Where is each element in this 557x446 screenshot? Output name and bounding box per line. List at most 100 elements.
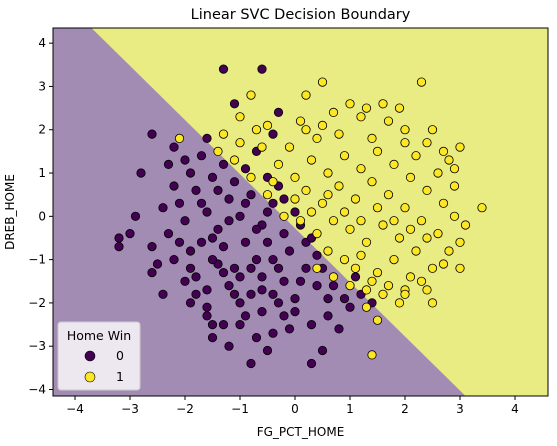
point-class-0 (317, 345, 328, 356)
point-class-0 (163, 159, 174, 169)
point-class-1 (372, 146, 383, 156)
point-class-0 (202, 133, 212, 143)
point-class-1 (433, 168, 443, 178)
point-class-1 (246, 90, 256, 100)
point-class-1 (444, 155, 454, 165)
x-tick-label: 1 (346, 402, 354, 416)
point-class-0 (306, 358, 317, 369)
point-class-0 (240, 311, 251, 321)
point-class-0 (240, 164, 251, 174)
point-class-1 (477, 203, 487, 213)
point-class-1 (312, 263, 322, 273)
point-class-1 (449, 164, 460, 174)
point-class-0 (246, 190, 256, 200)
point-class-1 (394, 298, 405, 308)
point-class-1 (334, 181, 344, 191)
point-class-1 (400, 203, 410, 213)
point-class-1 (367, 350, 377, 360)
point-class-0 (147, 267, 157, 278)
point-class-0 (158, 203, 168, 213)
x-tick-label: −4 (66, 402, 84, 416)
region-class-0 (53, 28, 466, 396)
point-class-0 (196, 151, 207, 161)
x-tick-label: 3 (456, 402, 464, 416)
point-class-0 (257, 272, 267, 282)
point-class-0 (240, 237, 251, 247)
point-class-1 (345, 224, 355, 234)
point-class-0 (207, 319, 218, 330)
point-class-1 (328, 272, 339, 282)
point-class-1 (394, 103, 405, 113)
point-class-0 (218, 267, 229, 278)
legend: Home Win 0 1 (57, 321, 141, 391)
x-tick-label: −3 (121, 402, 139, 416)
point-class-0 (246, 263, 256, 273)
point-class-0 (185, 246, 196, 256)
point-class-0 (202, 311, 212, 321)
point-class-1 (405, 172, 416, 182)
y-tick-label: 4 (38, 36, 46, 50)
point-class-0 (158, 289, 168, 299)
point-class-0 (196, 237, 207, 247)
point-class-1 (405, 272, 416, 282)
x-tick-label: 0 (291, 402, 299, 416)
point-class-0 (240, 198, 251, 208)
point-class-1 (372, 315, 383, 325)
legend-marker-1 (84, 371, 96, 383)
legend-box (57, 321, 141, 391)
plot-frame (52, 27, 549, 397)
point-class-0 (229, 99, 240, 109)
point-class-1 (394, 233, 405, 243)
point-class-0 (180, 276, 190, 286)
point-class-1 (323, 190, 333, 200)
point-class-1 (295, 116, 306, 126)
point-class-1 (416, 216, 427, 226)
point-class-0 (224, 341, 234, 351)
point-class-0 (290, 293, 300, 304)
data-points (114, 64, 487, 369)
point-class-1 (422, 285, 432, 295)
point-class-1 (449, 181, 460, 191)
point-class-0 (257, 285, 267, 295)
point-class-0 (213, 185, 223, 195)
point-class-0 (273, 263, 284, 273)
point-class-1 (438, 198, 449, 208)
legend-label-0: 0 (116, 348, 124, 363)
y-tick-label: 0 (38, 209, 46, 223)
point-class-1 (356, 250, 366, 260)
legend-marker-0 (84, 350, 96, 362)
y-tick-label: 2 (38, 123, 46, 137)
point-class-0 (130, 211, 141, 221)
point-class-0 (147, 242, 157, 252)
point-class-1 (361, 285, 372, 295)
point-class-0 (268, 289, 278, 299)
point-class-0 (224, 194, 234, 204)
point-class-0 (147, 129, 157, 139)
point-class-0 (224, 280, 234, 291)
point-class-1 (235, 112, 245, 122)
point-class-1 (400, 289, 410, 299)
point-class-0 (174, 198, 185, 208)
point-class-0 (339, 293, 350, 304)
point-class-0 (169, 255, 179, 265)
point-class-1 (361, 302, 372, 312)
point-class-1 (334, 129, 344, 139)
point-class-1 (262, 190, 273, 200)
point-class-1 (306, 155, 317, 165)
point-class-1 (345, 280, 355, 291)
point-class-0 (290, 306, 300, 317)
point-class-1 (312, 133, 322, 143)
point-class-0 (114, 233, 124, 243)
point-class-0 (235, 211, 245, 221)
point-class-1 (433, 229, 443, 239)
point-class-1 (339, 255, 350, 265)
point-class-1 (455, 142, 465, 152)
point-class-1 (301, 90, 311, 100)
point-class-1 (339, 151, 350, 161)
point-class-1 (372, 267, 383, 278)
point-class-1 (268, 177, 278, 187)
point-class-1 (174, 133, 185, 143)
y-tick-label: −2 (28, 296, 46, 310)
point-class-0 (180, 216, 190, 226)
point-class-1 (350, 263, 361, 273)
